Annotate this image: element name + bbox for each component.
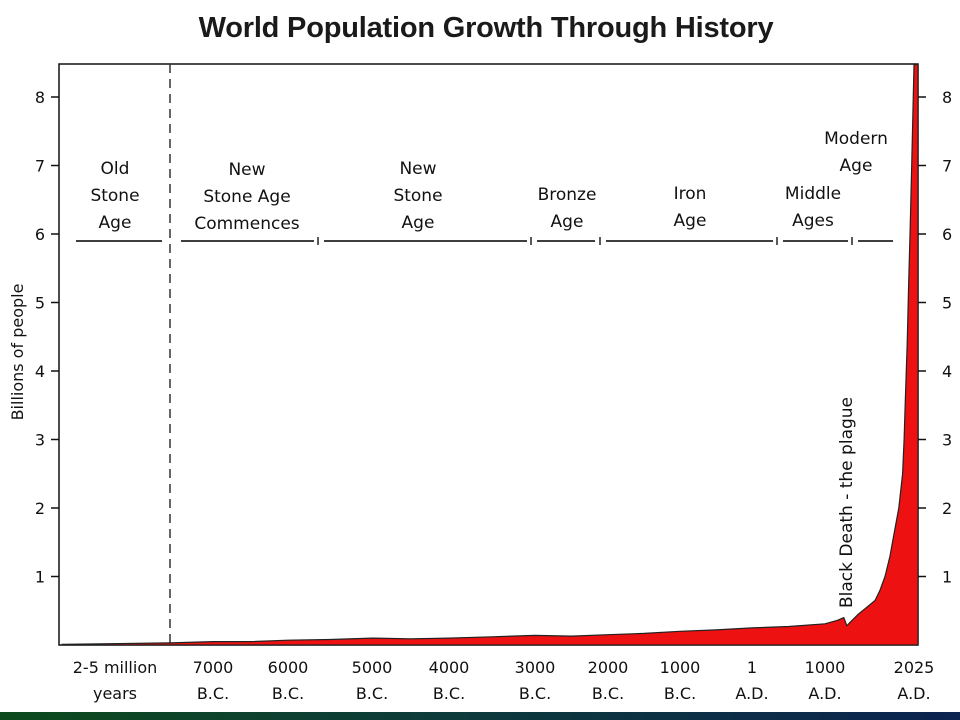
era-label: Middle — [785, 184, 841, 204]
chart-title: World Population Growth Through History — [198, 12, 774, 44]
era-label: Old — [101, 159, 130, 179]
era-label: Bronze — [538, 185, 597, 205]
x-tick-label: A.D. — [808, 684, 841, 703]
y-tick-label-right: 5 — [942, 294, 952, 313]
y-tick-label-left: 8 — [35, 88, 45, 107]
y-tick-label-right: 7 — [942, 157, 952, 176]
x-tick-label: 2025 — [894, 658, 935, 677]
era-label: Age — [551, 212, 584, 232]
y-tick-label-left: 4 — [35, 362, 45, 381]
x-tick-label: B.C. — [197, 684, 229, 703]
x-tick-label: B.C. — [519, 684, 551, 703]
y-tick-label-left: 6 — [35, 225, 45, 244]
era-label: Stone — [393, 186, 442, 206]
x-tick-label: A.D. — [897, 684, 930, 703]
annotations: Black Death - the plague — [837, 397, 857, 608]
population-area — [61, 63, 919, 646]
plot-frame — [58, 63, 919, 646]
plot-area — [58, 63, 919, 646]
x-tick-label: B.C. — [592, 684, 624, 703]
era-label: Commences — [194, 214, 299, 234]
era-labels: Old Stone Age New Stone Age Commences New Stone… — [76, 129, 893, 245]
era-label: Iron — [674, 184, 707, 204]
y-axis-title: Billions of people — [8, 284, 27, 421]
era-label: Stone Age — [203, 187, 290, 207]
y-tick-label-right: 2 — [942, 499, 952, 518]
x-tick-label: B.C. — [433, 684, 465, 703]
x-tick-label: 4000 — [429, 658, 470, 677]
y-tick-label-left: 5 — [35, 294, 45, 313]
y-tick-label-left: 2 — [35, 499, 45, 518]
slide-footer-band — [0, 712, 960, 720]
y-tick-label-right: 1 — [942, 568, 952, 587]
x-axis: 2-5 million years 7000 B.C. 6000 B.C. 5000 B.C.… — [73, 658, 935, 703]
y-tick-label-right: 4 — [942, 362, 952, 381]
x-tick-label: 3000 — [515, 658, 556, 677]
x-tick-label: 1000 — [805, 658, 846, 677]
y-tick-label-right: 8 — [942, 88, 952, 107]
x-tick-label: 7000 — [193, 658, 234, 677]
era-label: New — [228, 160, 265, 180]
era-label: Modern — [824, 129, 888, 149]
y-tick-label-left: 3 — [35, 431, 45, 450]
era-label: Stone — [90, 186, 139, 206]
era-label: Age — [840, 156, 873, 176]
x-tick-label: B.C. — [356, 684, 388, 703]
x-tick-label: 1000 — [660, 658, 701, 677]
x-tick-label: years — [93, 684, 137, 703]
x-tick-label: 1 — [747, 658, 757, 677]
y-tick-label-left: 7 — [35, 157, 45, 176]
y-axis-right: 1 2 3 4 5 6 7 8 — [918, 88, 952, 587]
y-tick-label-left: 1 — [35, 568, 45, 587]
x-tick-label: 6000 — [268, 658, 309, 677]
x-tick-label: B.C. — [664, 684, 696, 703]
black-death-annotation: Black Death - the plague — [837, 397, 857, 608]
era-label: Ages — [792, 211, 834, 231]
x-tick-label: 2000 — [588, 658, 629, 677]
era-label: New — [399, 159, 436, 179]
x-tick-label: A.D. — [735, 684, 768, 703]
y-axis-left: 1 2 3 4 5 6 7 8 — [35, 88, 59, 587]
x-tick-label: B.C. — [272, 684, 304, 703]
era-label: Age — [674, 211, 707, 231]
era-label: Age — [99, 213, 132, 233]
era-label: Age — [402, 213, 435, 233]
x-tick-label: 5000 — [352, 658, 393, 677]
x-tick-label: 2-5 million — [73, 658, 158, 677]
y-tick-label-right: 6 — [942, 225, 952, 244]
y-tick-label-right: 3 — [942, 431, 952, 450]
